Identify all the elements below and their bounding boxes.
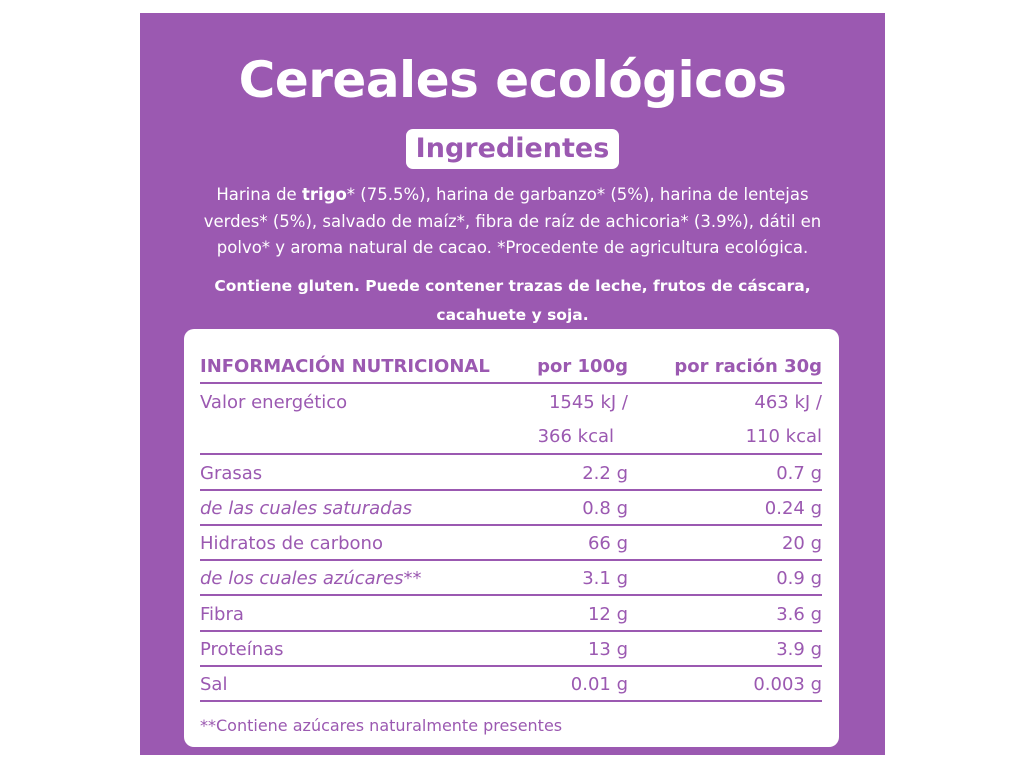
table-divider (200, 524, 822, 526)
row-serving: 20 g (781, 533, 822, 554)
ingredients-heading-wrap: Ingredientes (140, 129, 885, 169)
product-title: Cereales ecológicos (238, 51, 787, 109)
row-per100: 3.1 g (582, 568, 628, 589)
row-label: Proteínas (200, 639, 284, 660)
energy-serving-kcal: 110 kcal (745, 426, 822, 447)
row-serving: 0.7 g (776, 463, 822, 484)
row-per100: 66 g (587, 533, 628, 554)
allergen-statement: Contiene gluten. Puede contener trazas d… (214, 277, 811, 324)
table-divider (200, 559, 822, 561)
row-serving: 0.9 g (776, 568, 822, 589)
table-footnote: **Contiene azúcares naturalmente present… (200, 716, 563, 735)
row-serving: 0.24 g (764, 498, 822, 519)
header-nutrition-info: INFORMACIÓN NUTRICIONAL (200, 356, 490, 377)
row-serving: 3.6 g (776, 604, 822, 625)
table-divider (200, 453, 822, 455)
table-divider (200, 700, 822, 702)
row-serving: 3.9 g (776, 639, 822, 660)
row-label: de los cuales azúcares** (200, 568, 422, 589)
energy-serving-kj: 463 kJ / (754, 392, 822, 413)
row-per100: 0.8 g (582, 498, 628, 519)
row-label: Sal (200, 674, 228, 695)
table-divider (200, 665, 822, 667)
row-label: Grasas (200, 463, 263, 484)
row-label: de las cuales saturadas (200, 498, 413, 519)
table-divider (200, 630, 822, 632)
ingredients-part2: * (75.5%), harina de garbanzo* (5%), har… (203, 185, 822, 257)
row-label: Fibra (200, 604, 244, 625)
row-per100: 13 g (587, 639, 628, 660)
ingredients-part1: Harina de (216, 185, 302, 204)
energy-per100-kcal: 366 kcal (537, 426, 614, 447)
energy-label: Valor energético (200, 392, 348, 413)
row-per100: 0.01 g (570, 674, 628, 695)
row-per100: 2.2 g (582, 463, 628, 484)
row-per100: 12 g (587, 604, 628, 625)
energy-per100-kj: 1545 kJ / (548, 392, 628, 413)
table-divider (200, 594, 822, 596)
ingredients-text: Harina de trigo* (75.5%), harina de garb… (190, 182, 835, 262)
table-divider (200, 489, 822, 491)
row-label: Hidratos de carbono (200, 533, 383, 554)
product-panel: Cereales ecológicos Ingredientes Harina … (140, 13, 885, 755)
ingredients-allergen-bold: trigo (301, 185, 347, 204)
header-per-serving: por ración 30g (674, 356, 822, 377)
table-divider (200, 382, 822, 384)
header-per-100g: por 100g (537, 356, 628, 377)
ingredients-heading: Ingredientes (405, 129, 620, 169)
nutrition-table: INFORMACIÓN NUTRICIONAL por 100g por rac… (184, 329, 839, 747)
row-serving: 0.003 g (753, 674, 822, 695)
